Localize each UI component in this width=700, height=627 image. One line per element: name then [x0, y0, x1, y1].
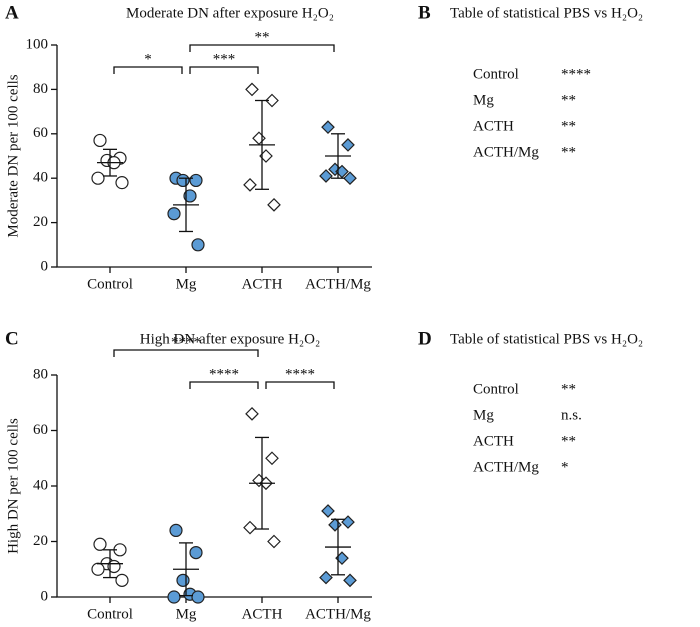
point [243, 178, 257, 192]
table-row-label: Control [473, 66, 519, 82]
table-row-label: ACTH/Mg [473, 144, 539, 160]
point [341, 138, 355, 152]
y-tick-label: 100 [26, 36, 49, 52]
y-tick-label: 80 [33, 81, 48, 97]
table-row-value: ** [561, 381, 576, 397]
significance-bracket [113, 66, 183, 74]
point [189, 545, 203, 560]
point [183, 189, 197, 203]
point [252, 131, 266, 146]
point [328, 518, 342, 532]
point [191, 590, 205, 604]
point [245, 82, 259, 97]
point [265, 93, 279, 108]
table-title: Table of statistical PBS vs H₂O₂ [450, 5, 643, 21]
chart-title: Moderate DN after exposure H₂O₂ [126, 5, 334, 21]
y-tick-label: 80 [33, 366, 48, 382]
panel-letter: D [418, 328, 432, 349]
x-tick-label: ACTH/Mg [305, 606, 371, 622]
panel-letter: A [5, 2, 19, 23]
point [321, 120, 335, 134]
point [343, 573, 357, 588]
significance-bracket [189, 66, 259, 74]
table-title: Table of statistical PBS vs H₂O₂ [450, 331, 643, 347]
point [115, 573, 129, 587]
point [91, 171, 105, 185]
x-tick-label: ACTH [242, 276, 283, 292]
significance-label: ** [255, 29, 270, 45]
point [167, 590, 181, 604]
point [319, 570, 333, 585]
y-tick-label: 60 [33, 125, 48, 141]
y-tick-label: 0 [41, 258, 49, 274]
point [267, 534, 281, 549]
table-row-label: Mg [473, 407, 494, 423]
table-row-label: Control [473, 381, 519, 397]
x-tick-label: ACTH/Mg [305, 276, 371, 292]
significance-label: **** [171, 334, 201, 350]
significance-bracket [189, 44, 335, 52]
point [341, 515, 355, 529]
table-row-label: Mg [473, 92, 494, 108]
x-tick-label: Control [87, 606, 133, 622]
significance-bracket [113, 349, 259, 357]
point [91, 562, 105, 576]
x-tick-label: Control [87, 276, 133, 292]
point [176, 573, 190, 587]
table-row-value: **** [561, 66, 591, 82]
y-tick-label: 20 [33, 214, 48, 230]
y-axis-label: Moderate DN per 100 cells [5, 74, 21, 237]
point [343, 171, 357, 186]
panel-letter: C [5, 328, 19, 349]
significance-label: * [144, 51, 152, 67]
point [93, 537, 107, 551]
y-tick-label: 60 [33, 422, 48, 438]
y-tick-label: 40 [33, 477, 48, 493]
y-tick-label: 40 [33, 170, 48, 186]
point [319, 169, 333, 183]
table-row-value: ** [561, 118, 576, 134]
point [245, 407, 259, 421]
point [243, 520, 257, 535]
point [191, 238, 205, 252]
chart-title: High DN after exposure H₂O₂ [140, 331, 320, 347]
significance-bracket [189, 381, 259, 389]
point [93, 133, 107, 148]
panel-letter: B [418, 2, 431, 23]
table-row-label: ACTH [473, 433, 514, 449]
significance-bracket [265, 381, 335, 389]
significance-label: **** [285, 366, 315, 382]
significance-label: **** [209, 366, 239, 382]
table-row-value: ** [561, 144, 576, 160]
point [167, 207, 181, 221]
x-tick-label: Mg [176, 276, 197, 292]
y-tick-label: 0 [41, 588, 49, 604]
table-row-value: ** [561, 433, 576, 449]
point [265, 451, 279, 466]
point [267, 197, 281, 212]
point [189, 173, 203, 188]
x-tick-label: Mg [176, 606, 197, 622]
point [176, 173, 190, 188]
y-tick-label: 20 [33, 533, 48, 549]
table-row-label: ACTH [473, 118, 514, 134]
x-tick-label: ACTH [242, 606, 283, 622]
point [169, 523, 183, 538]
significance-label: *** [213, 51, 236, 67]
table-row-value: ** [561, 92, 576, 108]
table-row-value: * [561, 459, 569, 475]
table-row-label: ACTH/Mg [473, 459, 539, 475]
point [115, 176, 129, 190]
table-row-value: n.s. [561, 407, 582, 423]
point [321, 504, 335, 518]
y-axis-label: High DN per 100 cells [5, 418, 21, 554]
